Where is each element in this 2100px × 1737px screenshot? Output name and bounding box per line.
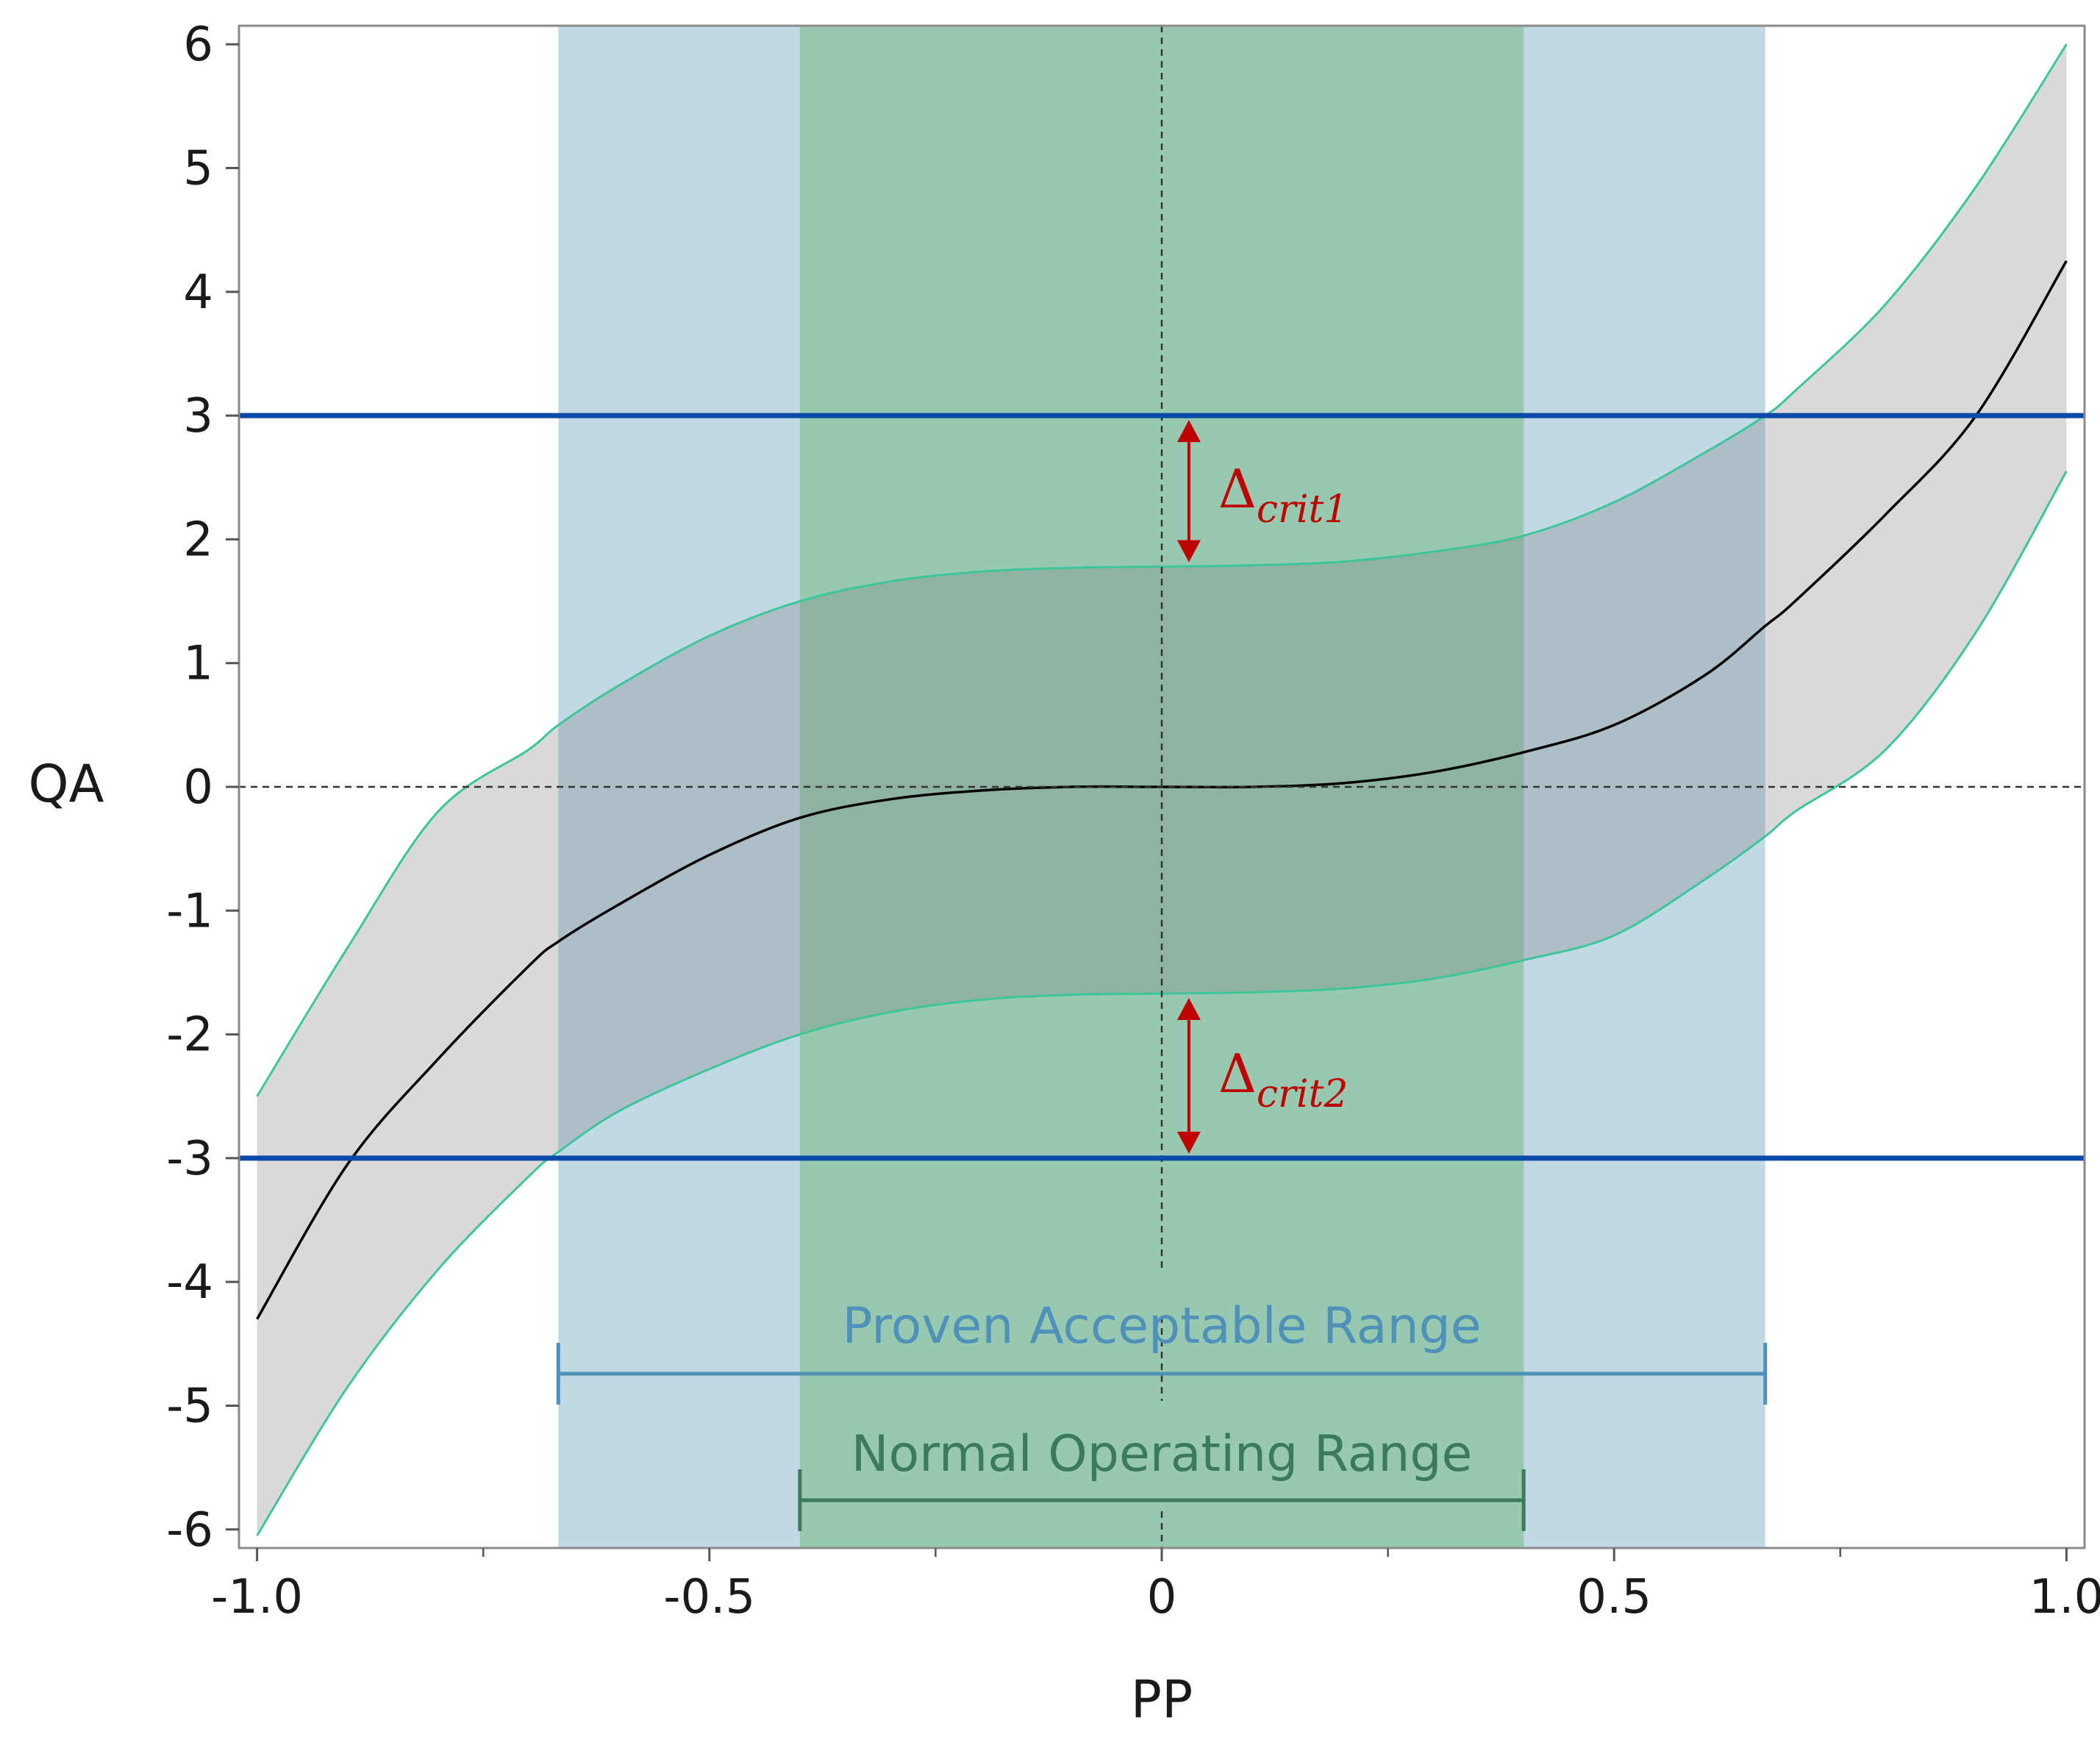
y-tick-label: -5 xyxy=(166,1379,213,1433)
y-tick-label: 5 xyxy=(183,142,213,196)
arrow-head-up-icon xyxy=(1176,420,1201,443)
x-tick-label: -1.0 xyxy=(211,1570,303,1624)
y-tick-label: 1 xyxy=(183,637,213,691)
x-axis-title: PP xyxy=(1131,1669,1193,1730)
arrow-head-up-icon xyxy=(1176,998,1201,1021)
y-tick-label: 6 xyxy=(183,18,213,72)
upper-bound-line xyxy=(256,43,2068,1097)
y-tick-label: -2 xyxy=(166,1008,213,1063)
delta-crit2-subscript: crit2 xyxy=(1257,1072,1349,1116)
delta-crit1-subscript: crit1 xyxy=(1257,488,1349,532)
y-tick-label: -1 xyxy=(166,884,213,938)
x-tick-label: 0.5 xyxy=(1576,1570,1651,1624)
normal-operating-range-label: Normal Operating Range xyxy=(851,1425,1473,1483)
x-tick-label: -0.5 xyxy=(663,1570,755,1624)
proven-acceptable-range-label: Proven Acceptable Range xyxy=(842,1297,1481,1355)
arrow-head-down-icon xyxy=(1176,1131,1201,1154)
arrow-head-down-icon xyxy=(1176,540,1201,563)
y-tick-label: 4 xyxy=(183,265,213,320)
y-tick-label: 0 xyxy=(183,760,213,815)
prediction-band xyxy=(257,44,2067,1536)
proven-acceptable-range-bracket: Proven Acceptable Range xyxy=(556,1297,1768,1405)
y-tick-label: 3 xyxy=(183,389,213,443)
x-tick-label: 1.0 xyxy=(2029,1570,2100,1624)
y-tick-label: 2 xyxy=(183,513,213,567)
y-tick-label: -3 xyxy=(166,1132,213,1186)
normal-operating-range-bracket: Normal Operating Range xyxy=(798,1425,1526,1531)
y-axis-title: QA xyxy=(29,754,104,814)
x-tick-label: 0 xyxy=(1147,1570,1177,1624)
y-tick-label: -6 xyxy=(166,1503,213,1558)
y-tick-label: -4 xyxy=(166,1255,213,1310)
